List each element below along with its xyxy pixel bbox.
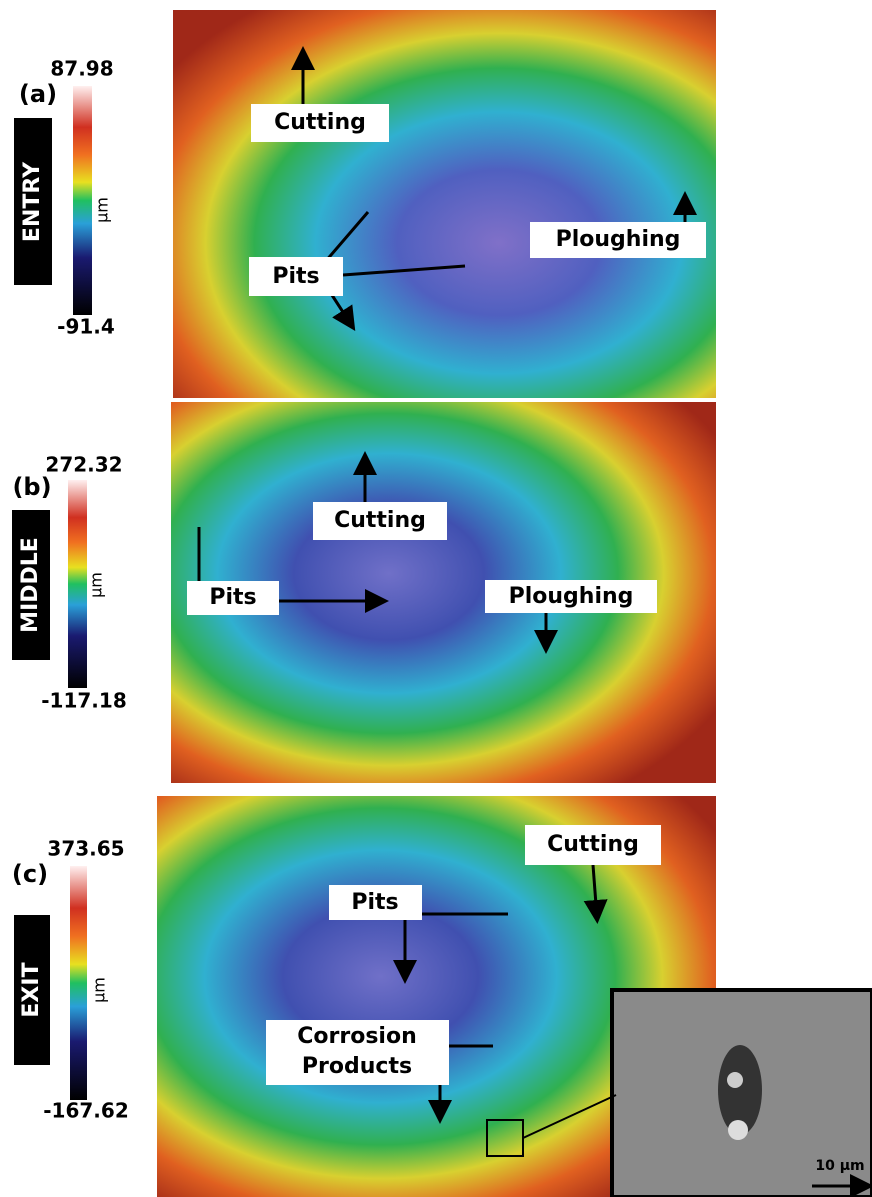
annotation: Cutting (547, 832, 639, 857)
position: ENTRY (20, 161, 45, 242)
scale-bar-label: 10 µm (815, 1158, 864, 1174)
unit: µm (87, 572, 106, 598)
colorbar (70, 866, 87, 1100)
particle (727, 1072, 743, 1088)
annotation: Ploughing (556, 227, 681, 252)
panel-label: (b) (12, 473, 51, 501)
scale-min: -167.62 (43, 1099, 128, 1123)
panel-label: (a) (19, 80, 57, 108)
annotation: Cutting (274, 110, 366, 135)
position: EXIT (19, 962, 44, 1017)
colorbar (68, 480, 87, 688)
scale-min: -91.4 (57, 315, 115, 339)
panel-label: (c) (12, 860, 48, 888)
scale-max: 373.65 (47, 837, 124, 861)
annotation: Corrosion (297, 1024, 417, 1049)
particle (728, 1120, 748, 1140)
annotation: Pits (209, 585, 256, 610)
scale-max: 272.32 (45, 453, 122, 477)
annotation: Products (302, 1054, 412, 1079)
annotation: Ploughing (509, 584, 634, 609)
annotation: Pits (351, 890, 398, 915)
scale-min: -117.18 (41, 689, 126, 713)
figure: 10 µm (a) 87.98 µm -91.4 ENTRY (b) 272.3… (0, 0, 872, 1197)
position: MIDDLE (18, 537, 43, 633)
image-a (173, 10, 716, 398)
scale-max: 87.98 (50, 57, 113, 81)
colorbar (73, 86, 92, 315)
unit: µm (90, 977, 109, 1003)
unit: µm (93, 197, 112, 223)
annotation: Pits (272, 264, 319, 289)
annotation: Cutting (334, 508, 426, 533)
